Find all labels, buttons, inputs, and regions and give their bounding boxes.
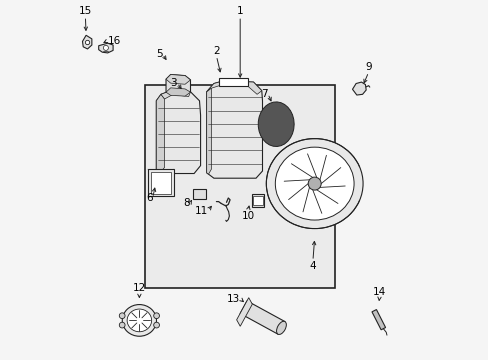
Polygon shape (82, 35, 92, 49)
Circle shape (119, 322, 125, 328)
Circle shape (153, 313, 159, 319)
Text: 16: 16 (107, 36, 121, 46)
Polygon shape (156, 94, 164, 173)
Polygon shape (258, 102, 294, 147)
Text: 11: 11 (194, 206, 207, 216)
Bar (193, 189, 205, 199)
Text: 3: 3 (170, 78, 177, 88)
Text: 1: 1 (236, 6, 243, 16)
Polygon shape (166, 75, 190, 84)
Circle shape (119, 313, 125, 319)
Text: 6: 6 (146, 193, 152, 203)
Polygon shape (156, 90, 200, 174)
Polygon shape (371, 310, 385, 330)
Polygon shape (99, 43, 113, 53)
Circle shape (153, 322, 159, 328)
Polygon shape (206, 88, 211, 174)
Bar (253, 196, 262, 205)
Text: 2: 2 (213, 46, 219, 56)
Polygon shape (206, 81, 262, 178)
Text: 7: 7 (261, 89, 267, 99)
Text: 9: 9 (365, 62, 371, 72)
Text: 4: 4 (309, 261, 316, 271)
Circle shape (85, 40, 89, 45)
Polygon shape (206, 81, 261, 94)
Ellipse shape (275, 147, 353, 220)
Text: 10: 10 (241, 211, 254, 221)
Text: 15: 15 (79, 6, 92, 16)
Ellipse shape (122, 305, 156, 336)
Text: 12: 12 (132, 283, 146, 293)
Circle shape (307, 177, 321, 190)
Ellipse shape (266, 139, 362, 229)
Bar (148, 169, 174, 196)
Text: 8: 8 (183, 198, 189, 208)
Polygon shape (161, 90, 190, 99)
Bar (145, 85, 334, 288)
Polygon shape (240, 301, 285, 334)
Ellipse shape (276, 321, 286, 334)
Polygon shape (166, 75, 190, 92)
Bar (151, 172, 171, 194)
Bar (251, 194, 264, 207)
Ellipse shape (127, 309, 151, 332)
Bar (219, 78, 247, 86)
Text: 14: 14 (372, 287, 386, 297)
Polygon shape (166, 88, 190, 96)
Circle shape (103, 45, 108, 50)
Text: 13: 13 (226, 294, 240, 304)
Polygon shape (236, 298, 252, 326)
Polygon shape (352, 82, 366, 95)
Text: 5: 5 (156, 49, 162, 59)
